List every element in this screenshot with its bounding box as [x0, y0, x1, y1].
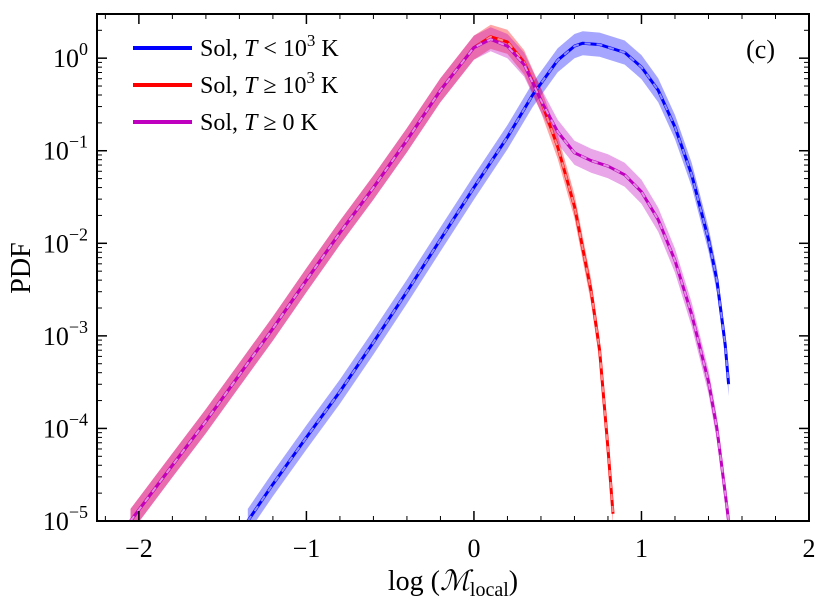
y-tick-exponent: −2 — [69, 224, 88, 244]
y-tick-base: 10 — [43, 137, 69, 166]
y-tick-base: 10 — [43, 507, 69, 536]
panel-label: (c) — [746, 35, 775, 64]
series-0-line — [246, 41, 731, 521]
x-tick-label: −2 — [125, 534, 153, 563]
x-axis-label-symbol: ℳ — [440, 566, 474, 597]
uncertainty-bands — [130, 24, 729, 521]
y-tick-base: 10 — [43, 322, 69, 351]
y-tick-label: 10−1 — [43, 132, 88, 166]
y-tick-base: 10 — [43, 414, 69, 443]
y-tick-exponent: −4 — [69, 409, 88, 429]
legend-label-2: Sol, T ≥ 0 K — [200, 110, 319, 136]
x-tick-label: 0 — [467, 534, 480, 563]
x-tick-label: 1 — [635, 534, 648, 563]
x-axis: −2 −1 0 1 2 — [104, 14, 816, 563]
y-tick-exponent: −3 — [69, 317, 88, 337]
legend: Sol, T < 103 K Sol, T ≥ 103 K Sol, T ≥ 0 K — [133, 31, 339, 136]
series-2-band — [130, 27, 729, 521]
series-lines — [129, 35, 731, 521]
x-axis-label-main: log ( — [388, 566, 440, 597]
x-tick-label: −1 — [293, 534, 321, 563]
y-tick-exponent: −1 — [69, 132, 88, 152]
x-tick-label: 2 — [803, 534, 816, 563]
y-tick-label: 100 — [53, 39, 88, 73]
y-tick-label: 10−2 — [43, 224, 88, 258]
legend-label-0: Sol, T < 103 K — [200, 31, 339, 62]
series-2-dashed-line — [129, 38, 730, 521]
y-tick-base: 10 — [53, 44, 79, 73]
x-axis-label-close: ) — [509, 566, 518, 597]
y-tick-label: 10−3 — [43, 317, 88, 351]
y-tick-label: 10−4 — [43, 409, 88, 443]
series-0-band — [247, 31, 729, 521]
legend-label-1: Sol, T ≥ 103 K — [200, 68, 339, 99]
x-axis-label: log (ℳlocal) — [388, 566, 518, 601]
y-tick-label: 10−5 — [43, 502, 88, 536]
plot-frame — [96, 13, 810, 522]
series-0-dashed-line — [246, 42, 730, 521]
y-tick-base: 10 — [43, 229, 69, 258]
y-axis-label: PDF — [6, 242, 37, 293]
x-axis-label-sub: local — [470, 579, 509, 601]
y-tick-exponent: 0 — [79, 39, 88, 59]
y-tick-exponent: −5 — [69, 502, 88, 522]
